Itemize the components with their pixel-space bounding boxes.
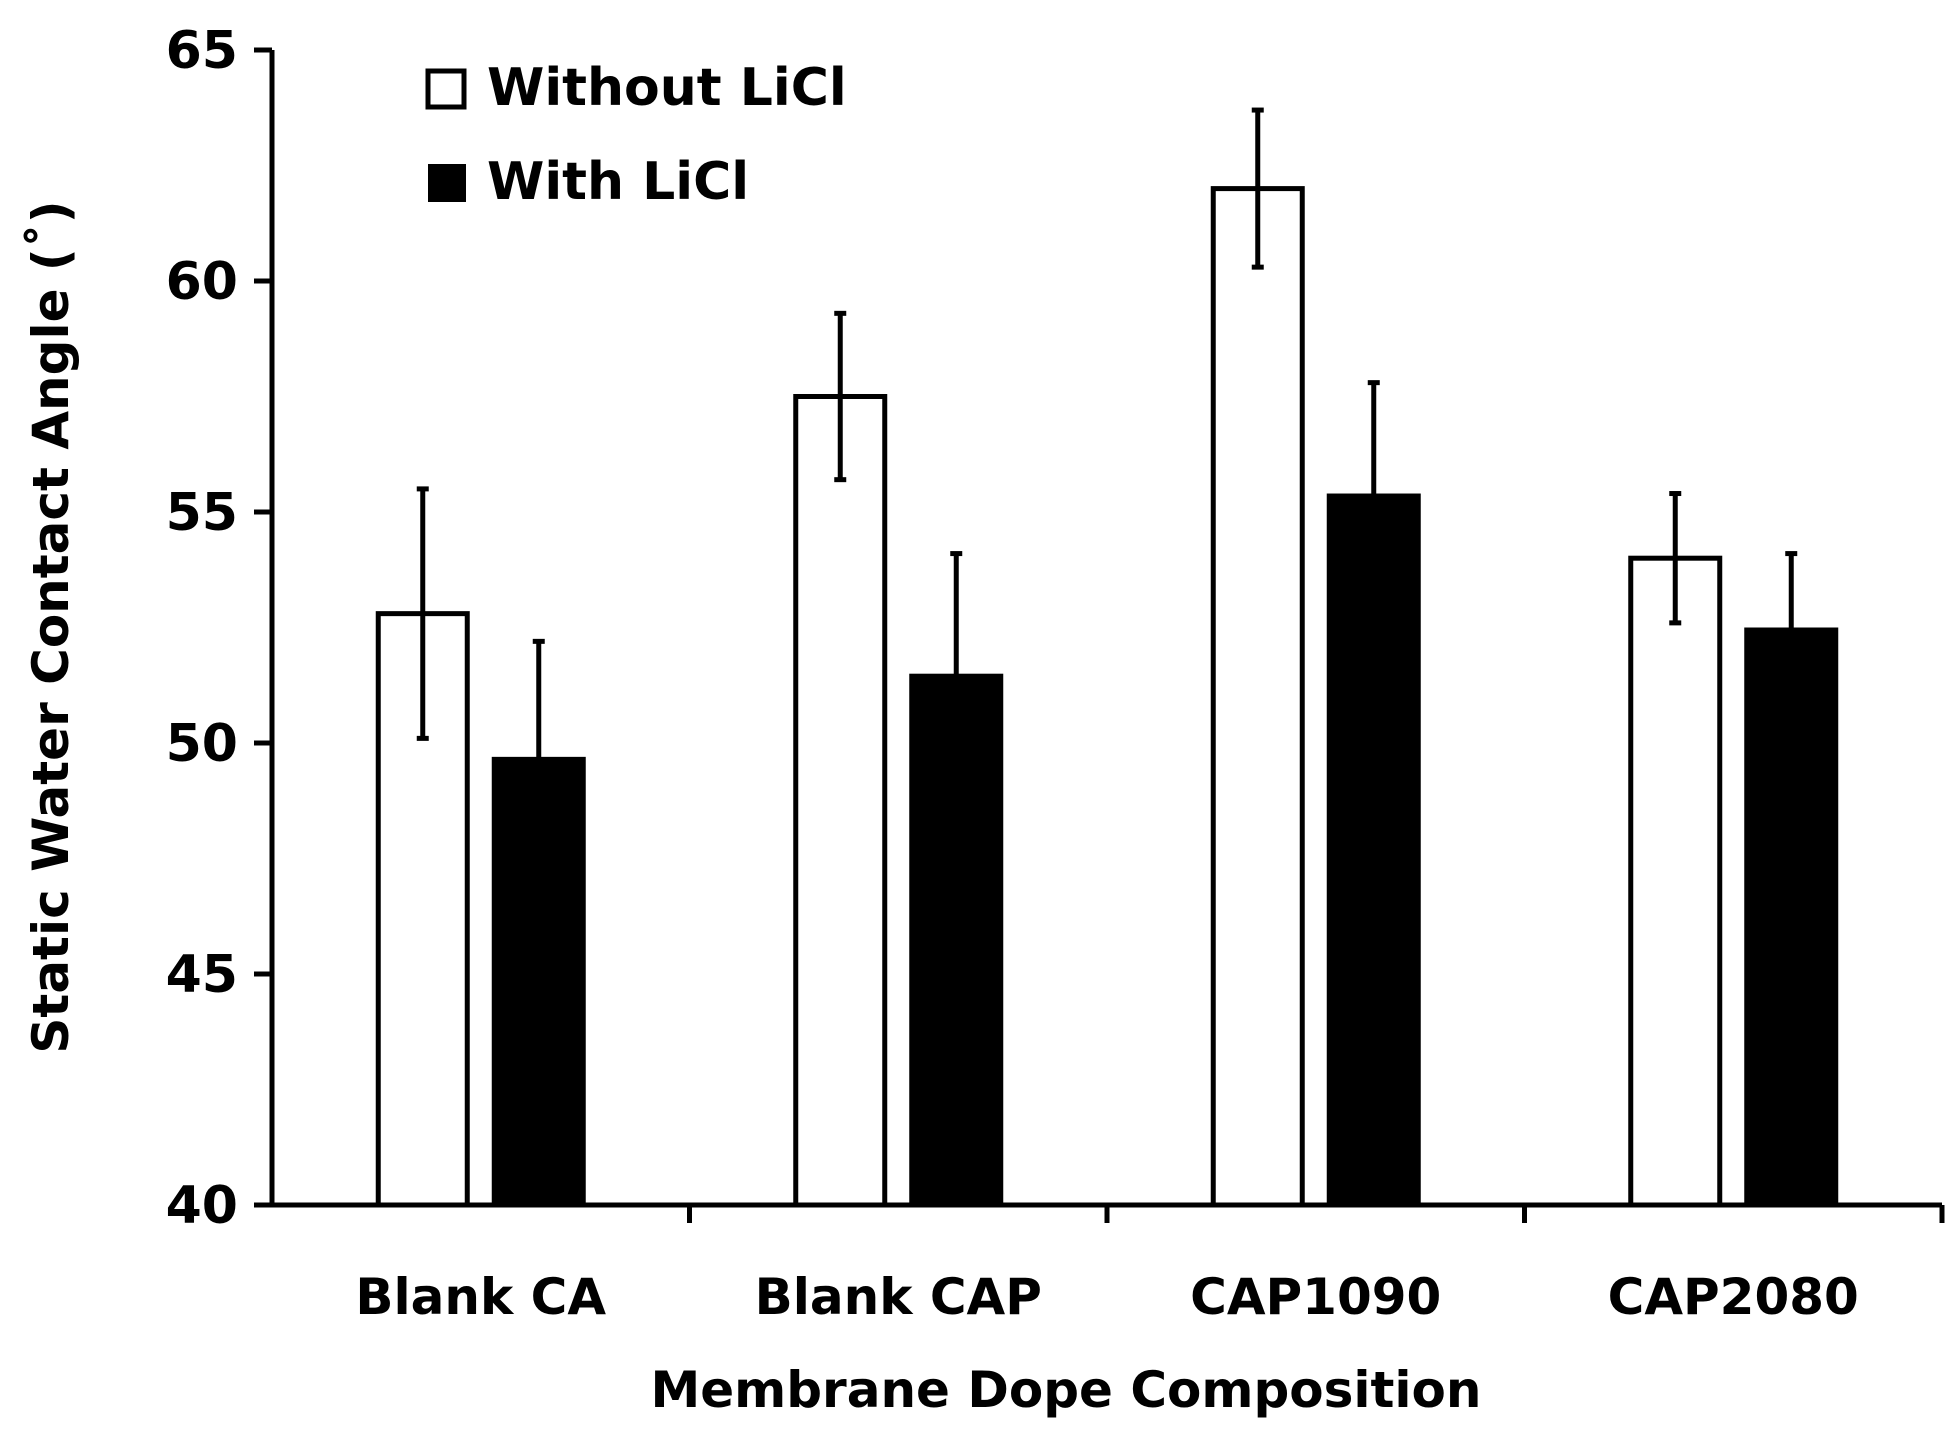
- legend-swatch-without-licl: [425, 68, 467, 110]
- bar-with-licl-cap1090: [1326, 493, 1421, 1205]
- y-tick-label-55: 55: [166, 483, 238, 543]
- error-bars-layer: [416, 107, 1798, 875]
- x-category-label-cap2080: CAP2080: [1608, 1268, 1859, 1326]
- y-axis-title: Static Water Contact Angle (˚): [22, 200, 80, 1053]
- legend-swatch-with-licl: [428, 164, 466, 202]
- x-category-label-blank-cap: Blank CAP: [755, 1268, 1042, 1326]
- x-category-label-blank-ca: Blank CA: [355, 1268, 606, 1326]
- y-tick-label-50: 50: [166, 714, 238, 774]
- legend: Without LiCl With LiCl: [425, 58, 847, 212]
- ticks-layer: [254, 47, 1945, 1223]
- legend-label-with-licl: With LiCl: [487, 152, 749, 212]
- y-tick-label-65: 65: [166, 21, 238, 81]
- bar-without-licl-cap2080: [1628, 555, 1723, 1208]
- y-tick-label-40: 40: [166, 1176, 238, 1236]
- y-tick-label-45: 45: [166, 945, 238, 1005]
- bars-layer: [375, 186, 1839, 1208]
- x-axis-title: Membrane Dope Composition: [650, 1361, 1481, 1419]
- bar-without-licl-cap1090: [1210, 186, 1305, 1208]
- labels-layer: 40 45 50 55 60 65 Blank CA Blank CAP CAP1090 CAP2…: [166, 21, 1859, 1326]
- bar-with-licl-cap2080: [1744, 627, 1839, 1205]
- x-category-label-cap1090: CAP1090: [1190, 1268, 1441, 1326]
- bar-without-licl-blank-cap: [793, 394, 888, 1208]
- legend-label-without-licl: Without LiCl: [487, 58, 847, 118]
- y-tick-label-60: 60: [166, 252, 238, 312]
- axes-layer: [254, 50, 1942, 1208]
